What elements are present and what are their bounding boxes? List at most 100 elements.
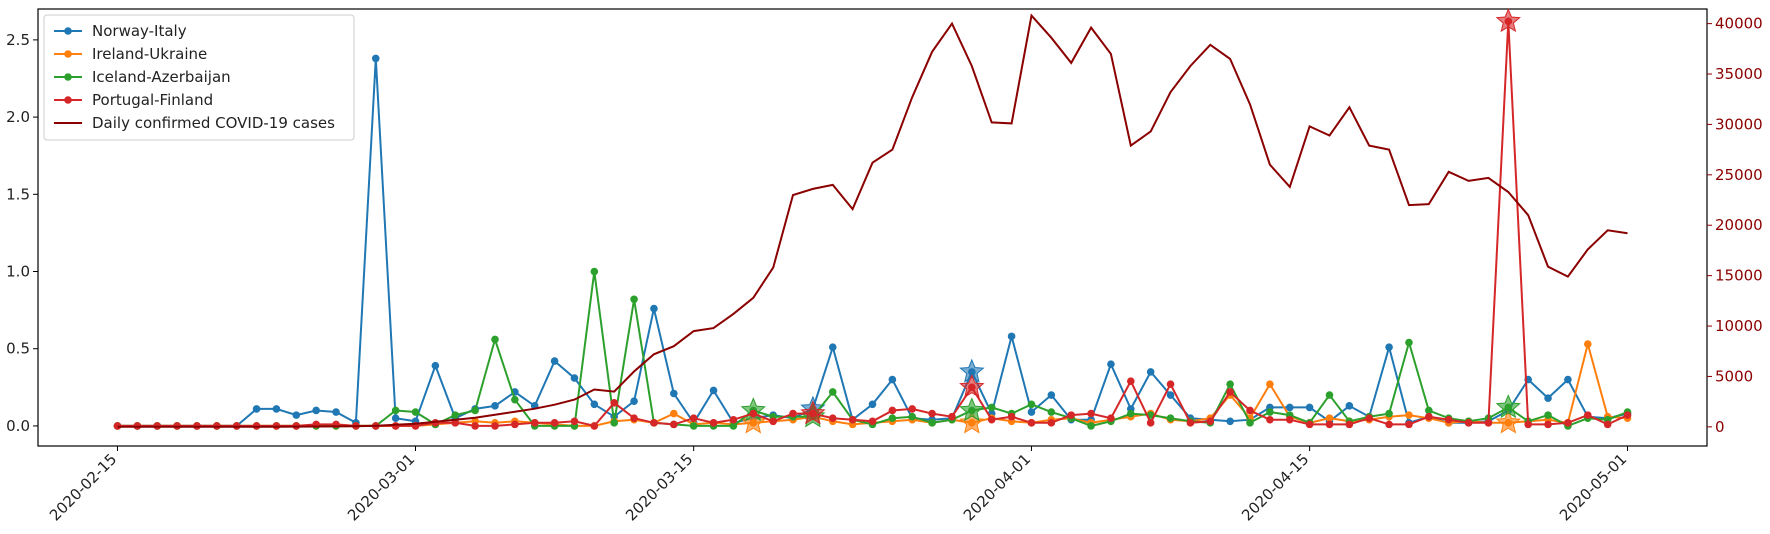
point [1126, 409, 1135, 418]
legend-marker [64, 96, 72, 104]
point [1047, 391, 1056, 399]
y-tick-label: 0.5 [6, 340, 30, 358]
point [1325, 391, 1334, 399]
point [491, 335, 499, 344]
y-tick-label: 1.0 [6, 263, 30, 281]
point [789, 409, 797, 418]
point [1444, 415, 1453, 424]
point [1564, 419, 1572, 427]
legend-label: Portugal-Finland [92, 91, 213, 109]
x-tick-label: 2020-05-01 [1556, 450, 1630, 524]
point [590, 400, 599, 409]
point [1027, 408, 1036, 416]
legend: Norway-Italy Ireland-Ukraine Iceland-Azerb… [43, 14, 355, 141]
point [1087, 422, 1095, 430]
y2-tick-label: 20000 [1715, 216, 1763, 234]
series-line [117, 340, 1628, 427]
point [769, 417, 777, 426]
point [1027, 419, 1036, 427]
point [1266, 415, 1274, 424]
point [828, 343, 837, 351]
point [1345, 420, 1354, 429]
point [1206, 417, 1215, 426]
point [689, 422, 698, 430]
y2-tick-label: 40000 [1715, 15, 1763, 33]
point [1564, 375, 1572, 384]
y2-tick-label: 5000 [1715, 367, 1753, 385]
point [1544, 411, 1552, 419]
point [1107, 414, 1115, 423]
point [1425, 412, 1433, 421]
point [1623, 411, 1632, 419]
point [729, 422, 738, 430]
point [1107, 360, 1115, 368]
point [1425, 406, 1433, 415]
point [570, 417, 579, 426]
legend-marker [64, 27, 72, 35]
point [848, 415, 857, 424]
point [1087, 409, 1095, 418]
point [1027, 400, 1036, 409]
point [670, 420, 678, 429]
point [1246, 406, 1254, 415]
x-tick-label: 2020-04-15 [1238, 450, 1312, 524]
point [729, 415, 738, 424]
point [1047, 419, 1056, 427]
point [451, 411, 460, 419]
legend-box [43, 14, 355, 141]
y2-tick-label: 15000 [1715, 267, 1763, 285]
point [1226, 417, 1234, 426]
point [491, 402, 499, 410]
y-tick-label: 1.5 [6, 185, 30, 203]
point [1544, 420, 1552, 429]
point [1385, 420, 1393, 429]
y2-tick-label: 35000 [1715, 65, 1763, 83]
point [888, 375, 897, 384]
point [1285, 415, 1294, 424]
point [1405, 411, 1413, 419]
y2-tick-label: 10000 [1715, 317, 1763, 335]
point [908, 412, 917, 421]
point [709, 419, 718, 427]
point [1305, 420, 1314, 429]
point [1365, 414, 1374, 423]
point [1544, 394, 1552, 402]
point [1166, 414, 1175, 423]
point [888, 406, 897, 415]
point [113, 422, 122, 430]
point [530, 419, 539, 427]
point [1385, 343, 1393, 351]
point [1186, 419, 1195, 427]
point [1345, 402, 1354, 410]
point [630, 397, 638, 406]
point [511, 420, 519, 429]
y-tick-label: 0.0 [6, 417, 30, 435]
point [411, 408, 420, 416]
point [511, 395, 519, 404]
point [550, 419, 559, 427]
point [1246, 419, 1254, 427]
point [1325, 414, 1334, 423]
point [1603, 420, 1612, 429]
legend-label: Iceland-Azerbaijan [92, 68, 231, 86]
point [828, 388, 837, 396]
legend-label: Daily confirmed COVID-19 cases [92, 114, 335, 132]
x-tick-label: 2020-03-15 [622, 450, 696, 524]
point [272, 405, 281, 413]
point [1266, 380, 1274, 389]
point [948, 412, 956, 421]
point [391, 406, 400, 415]
legend-marker [64, 73, 72, 81]
point [868, 417, 877, 426]
legend-marker [64, 50, 72, 58]
point [1583, 340, 1592, 348]
point [928, 419, 936, 427]
point [590, 267, 599, 276]
legend-label: Ireland-Ukraine [92, 45, 207, 63]
point [391, 414, 400, 423]
x-tick-label: 2020-04-01 [960, 450, 1034, 524]
point [1385, 409, 1393, 418]
point [570, 374, 579, 382]
y-tick-label: 2.5 [6, 31, 30, 49]
